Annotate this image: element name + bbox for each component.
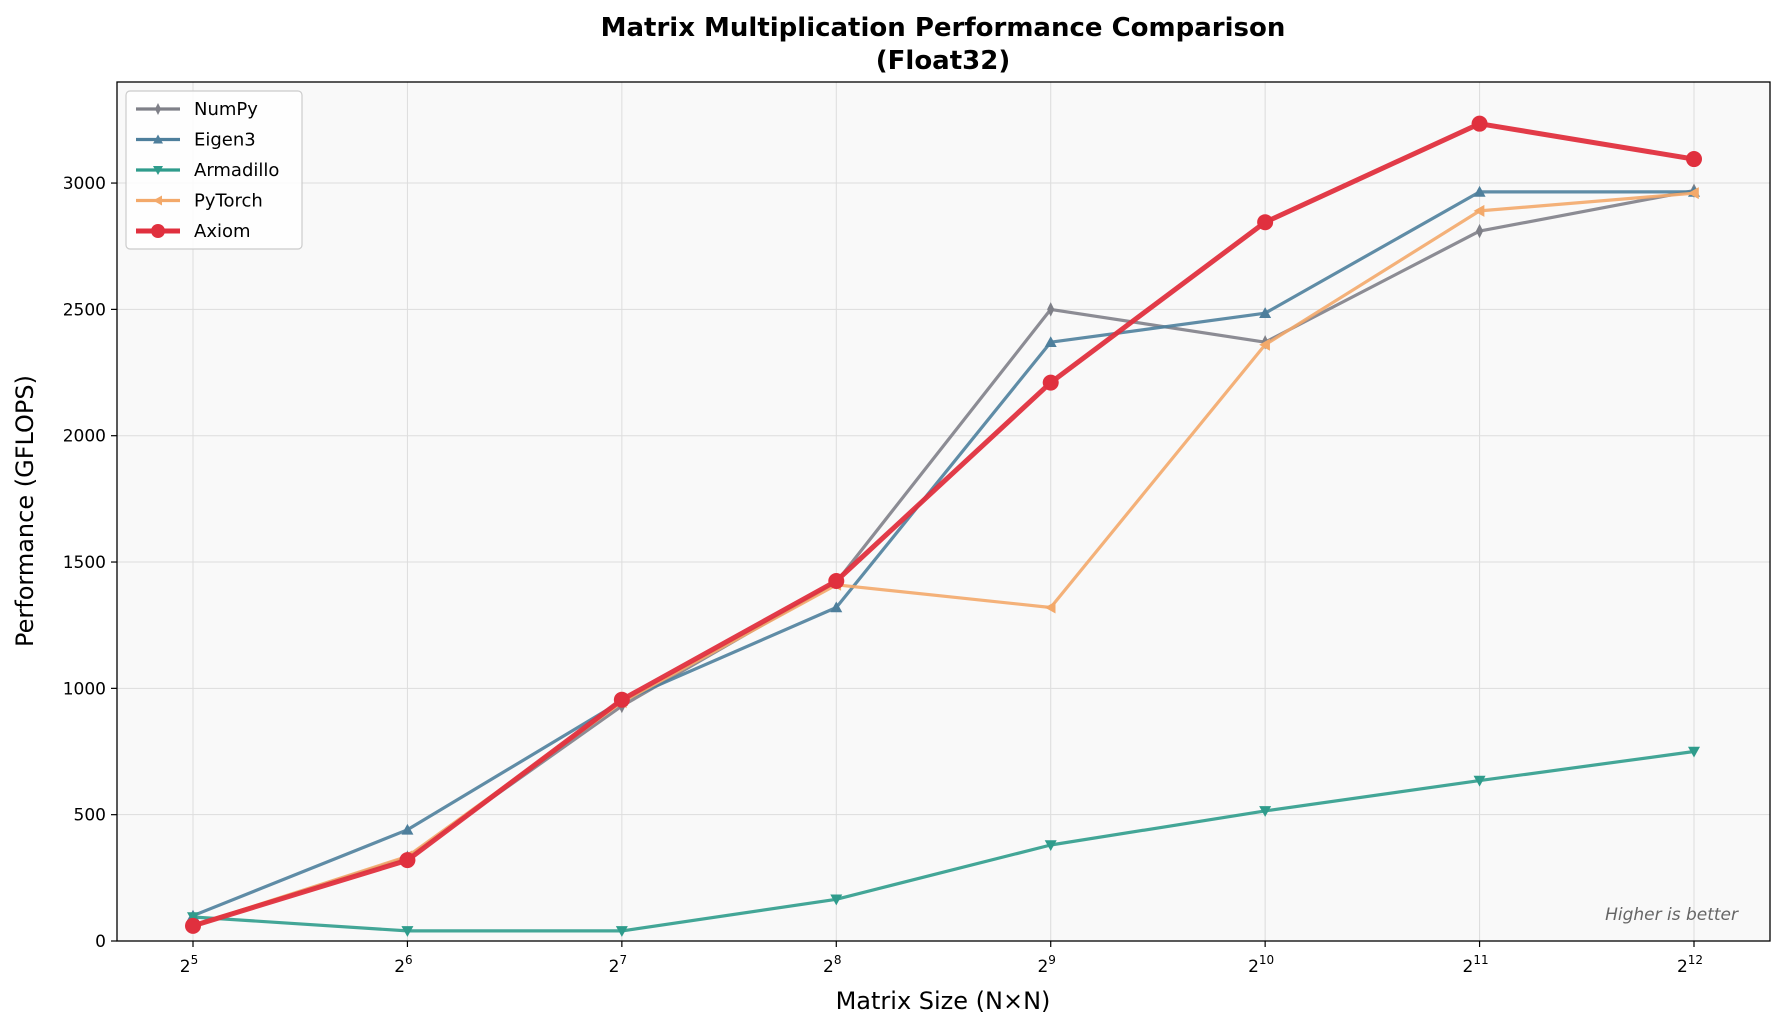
- legend: NumPy Eigen3 Armadillo PyTorch Axiom: [125, 90, 303, 250]
- legend-label-eigen3: Eigen3: [194, 130, 256, 151]
- y-tick-label: 0: [95, 932, 106, 952]
- data-point-armadillo: [1044, 840, 1057, 851]
- plot-frame: [116, 81, 1771, 942]
- data-point-pytorch: [1044, 601, 1056, 614]
- axis-ticks: 25 26 27 28 29 210 211 212050010001500200025003…: [63, 174, 1703, 977]
- data-point-armadillo: [401, 926, 414, 937]
- y-axis-label: Performance (GFLOPS): [11, 375, 39, 647]
- x-tick-label: 210: [1248, 953, 1274, 977]
- data-point-eigen3: [1044, 336, 1057, 348]
- legend-marker-axiom: [151, 224, 165, 238]
- data-point-armadillo: [187, 912, 199, 923]
- series-lines: [185, 115, 1702, 937]
- x-tick-base: 2: [1248, 957, 1259, 977]
- x-tick-base: 2: [823, 957, 834, 977]
- y-tick-label: 2000: [63, 427, 106, 447]
- y-tick-label: 1500: [63, 553, 106, 573]
- data-point-armadillo: [830, 894, 843, 906]
- x-tick-label: 29: [1037, 953, 1055, 977]
- x-tick-exponent: 9: [1048, 953, 1056, 967]
- data-point-axiom: [1257, 214, 1274, 231]
- legend-label-armadillo: Armadillo: [194, 160, 279, 181]
- chart-subtitle: (Float32): [876, 46, 1010, 76]
- y-tick-label: 2500: [63, 300, 106, 320]
- series-axiom: [185, 115, 1702, 934]
- y-tick-label: 1000: [63, 679, 106, 699]
- x-tick-exponent: 7: [619, 953, 627, 967]
- data-point-axiom: [828, 572, 845, 589]
- data-point-eigen3: [830, 601, 843, 613]
- x-tick-label: 25: [180, 953, 198, 977]
- x-axis-label: Matrix Size (N×N): [836, 987, 1051, 1015]
- data-point-axiom: [1471, 115, 1488, 132]
- x-tick-base: 2: [180, 957, 191, 977]
- x-tick-label: 211: [1463, 953, 1489, 977]
- plot-area: [117, 82, 1770, 941]
- legend-label-pytorch: PyTorch: [194, 191, 263, 212]
- y-tick-label: 3000: [63, 174, 106, 194]
- data-point-armadillo: [1259, 806, 1272, 817]
- legend-marker-numpy: [155, 103, 161, 115]
- y-tick-label: 500: [74, 806, 106, 826]
- series-armadillo: [187, 746, 1700, 937]
- legend-marker-pytorch: [153, 195, 162, 206]
- legend-item-numpy: NumPy: [136, 99, 258, 120]
- data-point-axiom: [1686, 151, 1702, 168]
- data-point-axiom: [613, 691, 630, 708]
- x-tick-base: 2: [1037, 957, 1048, 977]
- data-point-pytorch: [1259, 338, 1270, 351]
- x-tick-exponent: 12: [1688, 953, 1703, 967]
- x-tick-exponent: 11: [1473, 953, 1488, 967]
- x-tick-exponent: 8: [834, 953, 842, 967]
- legend-item-armadillo: Armadillo: [136, 160, 279, 181]
- data-point-pytorch: [1473, 204, 1485, 217]
- annotation-higher-is-better: Higher is better: [1605, 905, 1739, 925]
- data-point-axiom: [185, 917, 201, 934]
- data-point-pytorch: [1688, 187, 1699, 200]
- x-tick-base: 2: [609, 957, 620, 977]
- x-tick-label: 212: [1677, 953, 1703, 977]
- x-tick-label: 26: [394, 953, 412, 977]
- data-point-axiom: [1042, 374, 1059, 391]
- data-point-eigen3: [401, 823, 414, 835]
- x-tick-exponent: 10: [1259, 953, 1274, 967]
- legend-box: [125, 90, 303, 250]
- chart-title: Matrix Multiplication Performance Compar…: [601, 13, 1286, 43]
- legend-marker-armadillo: [153, 166, 163, 175]
- data-point-armadillo: [1688, 746, 1700, 758]
- series-line-eigen3: [192, 190, 1694, 918]
- legend-item-pytorch: PyTorch: [136, 191, 263, 212]
- x-tick-exponent: 5: [191, 953, 199, 967]
- x-tick-label: 28: [823, 953, 841, 977]
- data-point-armadillo: [615, 926, 628, 937]
- legend-marker-eigen3: [153, 134, 163, 144]
- series-line-axiom: [192, 121, 1695, 929]
- x-tick-base: 2: [1677, 957, 1688, 977]
- data-point-eigen3: [1473, 185, 1486, 197]
- legend-item-eigen3: Eigen3: [136, 130, 256, 151]
- x-tick-base: 2: [1463, 957, 1474, 977]
- x-tick-label: 27: [609, 953, 627, 977]
- data-point-numpy: [1475, 223, 1484, 239]
- data-point-armadillo: [1473, 775, 1486, 787]
- legend-label-axiom: Axiom: [194, 221, 251, 242]
- legend-item-axiom: Axiom: [136, 221, 251, 242]
- legend-label-numpy: NumPy: [194, 99, 258, 120]
- data-point-numpy: [1047, 302, 1055, 317]
- x-tick-exponent: 6: [405, 953, 413, 967]
- x-tick-base: 2: [394, 957, 405, 977]
- data-point-eigen3: [1259, 307, 1272, 318]
- series-line-armadillo: [192, 749, 1695, 933]
- data-point-axiom: [399, 852, 416, 869]
